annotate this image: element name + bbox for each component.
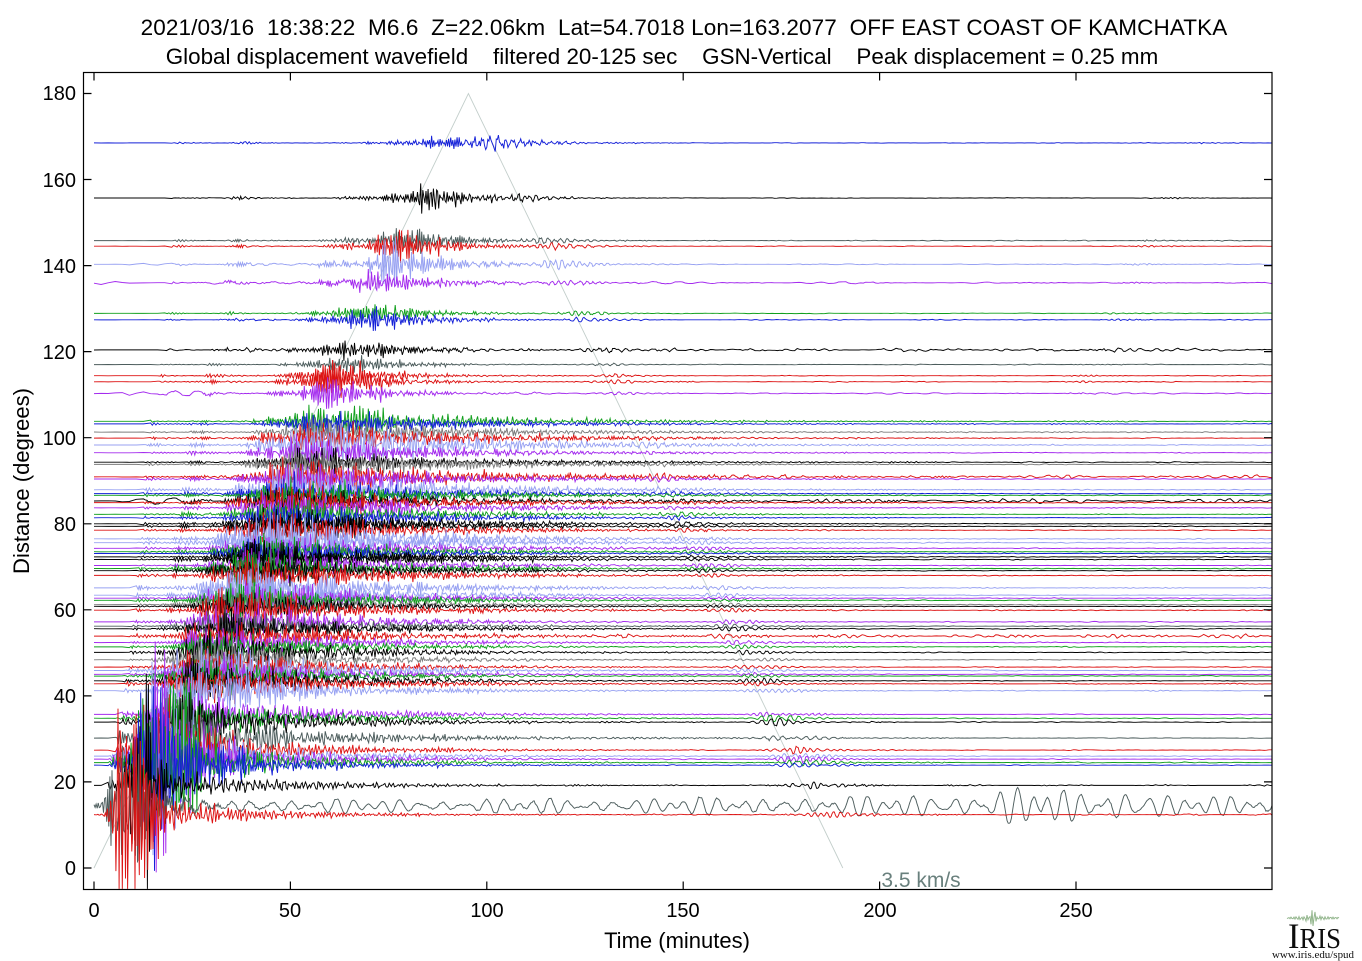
svg-text:100: 100 bbox=[43, 428, 76, 450]
svg-text:40: 40 bbox=[54, 686, 76, 708]
svg-text:160: 160 bbox=[43, 170, 76, 192]
svg-text:20: 20 bbox=[54, 772, 76, 794]
svg-text:0: 0 bbox=[88, 900, 99, 922]
svg-text:www.iris.edu/spud: www.iris.edu/spud bbox=[1272, 949, 1354, 961]
svg-text:Global displacement wavefield: Global displacement wavefield filtered 2… bbox=[166, 44, 1159, 69]
svg-text:0: 0 bbox=[65, 858, 76, 880]
svg-text:100: 100 bbox=[470, 900, 503, 922]
svg-text:120: 120 bbox=[43, 342, 76, 364]
svg-text:50: 50 bbox=[279, 900, 301, 922]
svg-text:250: 250 bbox=[1059, 900, 1092, 922]
svg-text:200: 200 bbox=[863, 900, 896, 922]
svg-text:150: 150 bbox=[666, 900, 699, 922]
svg-text:Time (minutes): Time (minutes) bbox=[604, 928, 750, 953]
svg-text:180: 180 bbox=[43, 83, 76, 105]
svg-text:60: 60 bbox=[54, 600, 76, 622]
svg-text:140: 140 bbox=[43, 256, 76, 278]
svg-text:Distance (degrees): Distance (degrees) bbox=[9, 388, 34, 574]
svg-text:3.5 km/s: 3.5 km/s bbox=[881, 869, 960, 892]
svg-text:80: 80 bbox=[54, 514, 76, 536]
svg-text:2021/03/16 18:38:22 M6.6 Z=: 2021/03/16 18:38:22 M6.6 Z=22.06km Lat=5… bbox=[141, 15, 1228, 40]
